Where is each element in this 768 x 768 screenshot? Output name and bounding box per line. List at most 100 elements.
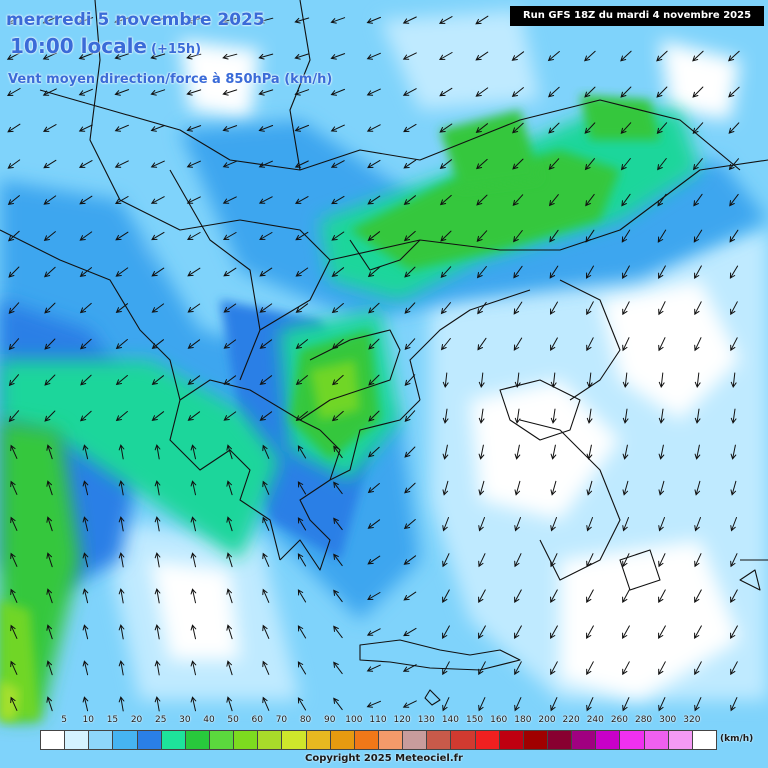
legend-swatch [547, 730, 573, 750]
wind-arrow-icon [262, 696, 270, 711]
wind-arrow-icon [118, 588, 125, 604]
wind-arrow-icon [478, 589, 486, 604]
wind-arrow-icon [43, 159, 57, 169]
wind-arrow-icon [550, 661, 558, 676]
wind-arrow-icon [440, 302, 451, 315]
wind-arrow-icon [548, 86, 560, 98]
legend-swatch [571, 730, 597, 750]
wind-arrow-icon [297, 625, 307, 639]
wind-arrow-icon [115, 196, 129, 205]
wind-arrow-icon [550, 444, 557, 460]
wind-arrow-icon [187, 303, 201, 313]
wind-arrow-icon [694, 553, 702, 568]
wind-arrow-icon [728, 86, 740, 98]
wind-arrow-icon [186, 53, 202, 60]
legend-tick-label: 60 [251, 715, 263, 725]
wind-arrow-icon [78, 17, 94, 24]
green-zone [440, 110, 540, 190]
wind-arrow-icon [46, 624, 53, 640]
wind-arrow-icon [294, 89, 310, 96]
wind-arrow-icon [7, 88, 21, 97]
wind-arrow-icon [366, 664, 381, 672]
wind-arrow-icon [150, 53, 166, 60]
wind-arrow-icon [150, 125, 165, 132]
wind-arrow-icon [226, 480, 233, 496]
wind-arrow-icon [549, 229, 559, 243]
wind-arrow-icon [80, 374, 92, 386]
wind-arrow-icon [226, 624, 233, 640]
wind-arrow-icon [118, 696, 125, 712]
wind-arrow-icon [694, 697, 702, 712]
legend-tick-label: 15 [106, 715, 119, 725]
copyright-text: Copyright 2025 Meteociel.fr [305, 753, 463, 764]
wind-arrow-icon [294, 124, 309, 132]
wind-arrow-icon [550, 372, 557, 389]
wind-arrow-icon [548, 194, 559, 207]
forecast-time-offset: (+15h) [151, 42, 202, 57]
wind-arrow-icon [442, 589, 450, 604]
wind-arrow-icon [294, 196, 309, 204]
wind-arrow-icon [693, 229, 703, 243]
wind-arrow-icon [622, 265, 630, 280]
wind-arrow-icon [262, 588, 270, 603]
wind-arrow-icon [115, 411, 128, 422]
wind-arrow-icon [368, 302, 380, 314]
wind-arrow-icon [478, 697, 486, 712]
wind-arrow-icon [190, 696, 197, 712]
wind-arrow-icon [550, 408, 557, 424]
legend-swatch [160, 730, 186, 750]
border-line [39, 89, 471, 171]
border-line [359, 639, 521, 671]
legend-swatch [281, 730, 307, 750]
wind-arrow-icon [440, 266, 452, 278]
wind-arrow-icon [43, 195, 57, 205]
wind-arrow-icon [403, 195, 416, 205]
wind-arrow-icon [258, 53, 274, 60]
wind-arrow-icon [44, 266, 56, 278]
wind-arrow-icon [586, 553, 594, 568]
wind-arrow-icon [79, 195, 93, 205]
wind-arrow-icon [366, 628, 381, 636]
wind-arrow-icon [694, 372, 701, 389]
wind-arrow-icon [333, 445, 343, 459]
wind-arrow-icon [190, 516, 197, 532]
border-line [279, 479, 331, 571]
wind-arrow-icon [115, 375, 128, 386]
wind-arrow-icon [223, 303, 237, 313]
wind-arrow-icon [622, 697, 630, 712]
wind-arrow-icon [730, 408, 737, 424]
legend-swatch [522, 730, 548, 750]
wind-arrow-icon [10, 696, 18, 711]
wind-arrow-icon [730, 480, 737, 496]
wind-arrow-icon [514, 697, 522, 712]
wind-arrow-icon [82, 480, 89, 496]
wind-arrow-icon [442, 553, 450, 568]
wind-arrow-icon [657, 193, 667, 207]
legend-tick-label: 240 [586, 715, 604, 725]
wind-arrow-icon [586, 480, 593, 496]
wind-arrow-icon [223, 267, 237, 277]
wind-arrow-icon [622, 480, 629, 496]
wind-arrow-icon [223, 375, 237, 385]
legend-swatch [112, 730, 138, 750]
wind-arrow-icon [658, 553, 666, 568]
wind-arrow-icon [658, 265, 666, 280]
calm-zone [660, 40, 740, 120]
wind-arrow-icon [730, 444, 737, 460]
wind-arrow-icon [259, 411, 273, 421]
wind-arrow-icon [692, 86, 704, 98]
wind-arrow-icon [114, 53, 130, 60]
wind-arrow-icon [367, 267, 380, 278]
wind-arrow-icon [404, 482, 416, 494]
wind-arrow-icon [7, 123, 21, 133]
wind-arrow-icon [658, 625, 666, 639]
legend-swatch [184, 730, 210, 750]
wind-arrow-icon [154, 624, 161, 640]
wind-arrow-icon [622, 625, 630, 639]
legend-swatch [667, 730, 693, 750]
wind-arrow-icon [658, 372, 665, 389]
wind-arrow-icon [512, 158, 524, 170]
wind-arrow-icon [366, 700, 381, 708]
wind-arrow-icon [440, 338, 451, 351]
legend-swatch [474, 730, 500, 750]
